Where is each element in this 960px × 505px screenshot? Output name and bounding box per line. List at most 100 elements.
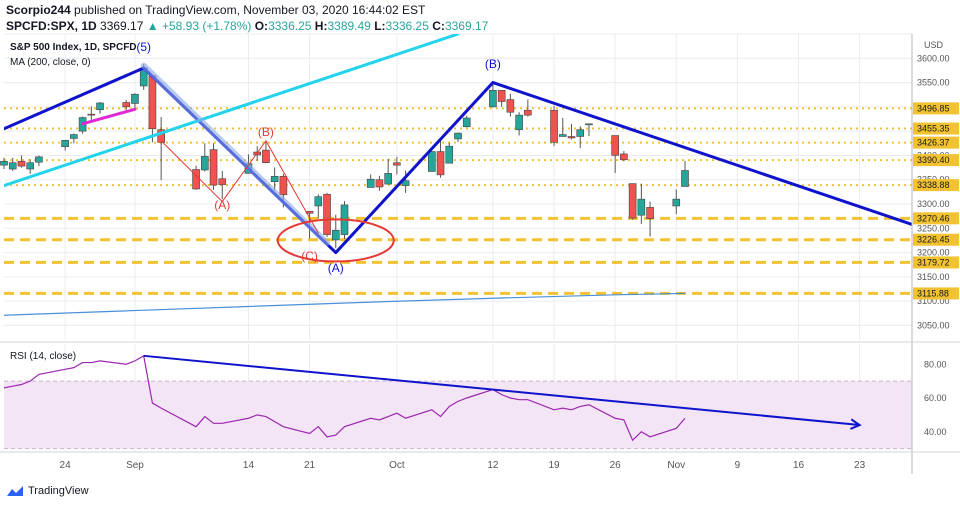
rsi-line — [4, 354, 686, 442]
rsi-tick-label: 80.00 — [924, 359, 947, 369]
time-tick-label: 26 — [610, 460, 622, 471]
elliott-wave-line[interactable] — [4, 66, 146, 131]
candle-body[interactable] — [122, 102, 131, 108]
ma-legend: MA (200, close, 0) — [10, 57, 91, 68]
candle-body[interactable] — [209, 149, 218, 186]
brand-name[interactable]: TradingView — [28, 485, 89, 497]
price-tick-label: 3250.00 — [917, 223, 950, 233]
time-tick-label: Sep — [126, 460, 144, 471]
price-tick-label: 3600.00 — [917, 53, 950, 63]
candle-body[interactable] — [558, 134, 567, 137]
rsi-trendline[interactable] — [143, 354, 860, 426]
candle-body[interactable] — [96, 102, 104, 111]
channel-line[interactable] — [4, 34, 460, 188]
wave-highlight-line[interactable] — [140, 62, 331, 246]
wave-label: (A) — [328, 261, 344, 275]
price-tick-label: 3550.00 — [917, 78, 950, 88]
elliott-wave-line[interactable] — [491, 81, 912, 226]
price-tick-label: 3300.00 — [917, 199, 950, 209]
candle-body[interactable] — [314, 196, 323, 207]
rsi-tick-label: 60.00 — [924, 393, 947, 403]
low-value: 3336.25 — [385, 19, 429, 33]
candle-body[interactable] — [393, 162, 401, 166]
wave-label: (C) — [301, 249, 318, 263]
candle-body[interactable] — [681, 170, 689, 187]
time-tick-label: 23 — [854, 460, 866, 471]
candle-body[interactable] — [628, 183, 637, 219]
author-name[interactable]: Scorpio244 — [6, 3, 71, 17]
candle-body[interactable] — [157, 129, 165, 143]
candle-body[interactable] — [87, 113, 96, 116]
candle-body[interactable] — [462, 117, 471, 128]
level-badge — [913, 233, 959, 246]
last-price: 3369.17 — [100, 19, 144, 33]
candle-body[interactable] — [148, 75, 157, 130]
candle-body[interactable] — [323, 193, 331, 235]
time-tick-label: 16 — [793, 460, 805, 471]
candle-body[interactable] — [524, 109, 532, 116]
candle-body[interactable] — [506, 99, 515, 113]
level-badge-label: 3338.88 — [917, 180, 950, 190]
candle-body[interactable] — [375, 179, 384, 188]
high-value: 3389.49 — [327, 19, 371, 33]
magenta-trend-line[interactable] — [81, 107, 137, 126]
elliott-wave-line[interactable] — [334, 81, 495, 255]
time-tick-label: 21 — [304, 460, 316, 471]
candle-body[interactable] — [201, 156, 209, 171]
candle-body[interactable] — [26, 162, 34, 170]
candle-body[interactable] — [17, 160, 26, 167]
candle-body[interactable] — [567, 136, 576, 139]
candle-body[interactable] — [61, 140, 69, 147]
candle-body[interactable] — [70, 134, 78, 139]
open-label: O: — [254, 19, 269, 33]
candle-body[interactable] — [515, 114, 523, 130]
candle-body[interactable] — [672, 198, 681, 207]
candle-body[interactable] — [489, 90, 497, 108]
level-badge — [913, 102, 959, 115]
ohlc-bar: SPCFD:SPX, 1D 3369.17 ▲ +58.93 (+1.78%) … — [6, 19, 488, 33]
wave-label: (B) — [258, 125, 274, 139]
candle-body[interactable] — [0, 160, 8, 166]
candle-body[interactable] — [384, 173, 392, 185]
ma200-line — [4, 292, 686, 316]
level-badge-label: 3115.88 — [917, 288, 949, 298]
level-badge-label: 3390.40 — [917, 155, 950, 165]
candle-body[interactable] — [436, 151, 445, 176]
level-badge — [913, 154, 959, 167]
candle-body[interactable] — [8, 162, 17, 170]
candle-body[interactable] — [366, 178, 375, 188]
candle-body[interactable] — [401, 180, 410, 186]
candle-body[interactable] — [637, 198, 646, 216]
candle-body[interactable] — [131, 93, 139, 104]
time-tick-label: 14 — [243, 460, 255, 471]
candle-body[interactable] — [646, 207, 654, 219]
candle-body[interactable] — [585, 123, 593, 126]
candle-body[interactable] — [331, 229, 340, 241]
candle-body[interactable] — [497, 90, 506, 102]
candle-body[interactable] — [279, 176, 288, 196]
candle-body[interactable] — [270, 176, 279, 182]
time-tick-label: 12 — [487, 460, 499, 471]
rsi-band — [4, 381, 912, 449]
time-tick-label: 9 — [735, 460, 741, 471]
tradingview-footer: TradingView — [6, 484, 89, 498]
candle-body[interactable] — [445, 145, 454, 164]
candle-body[interactable] — [262, 149, 270, 164]
level-badge — [913, 212, 959, 225]
bottom-highlight-circle[interactable] — [276, 218, 395, 263]
time-tick-label: Nov — [667, 460, 685, 471]
candle-body[interactable] — [620, 153, 628, 161]
candle-body[interactable] — [35, 156, 43, 163]
price-tick-label: 3200.00 — [917, 248, 950, 258]
candle-body[interactable] — [428, 151, 436, 172]
open-value: 3336.25 — [268, 19, 312, 33]
candle-body[interactable] — [218, 178, 227, 185]
candle-body[interactable] — [550, 109, 558, 143]
candle-body[interactable] — [576, 129, 585, 137]
low-label: L: — [374, 19, 386, 33]
change-value: ▲ +58.93 (+1.78%) — [146, 19, 252, 33]
wave-label: (B) — [485, 57, 501, 71]
candle-body[interactable] — [611, 135, 619, 156]
candle-body[interactable] — [454, 132, 462, 140]
